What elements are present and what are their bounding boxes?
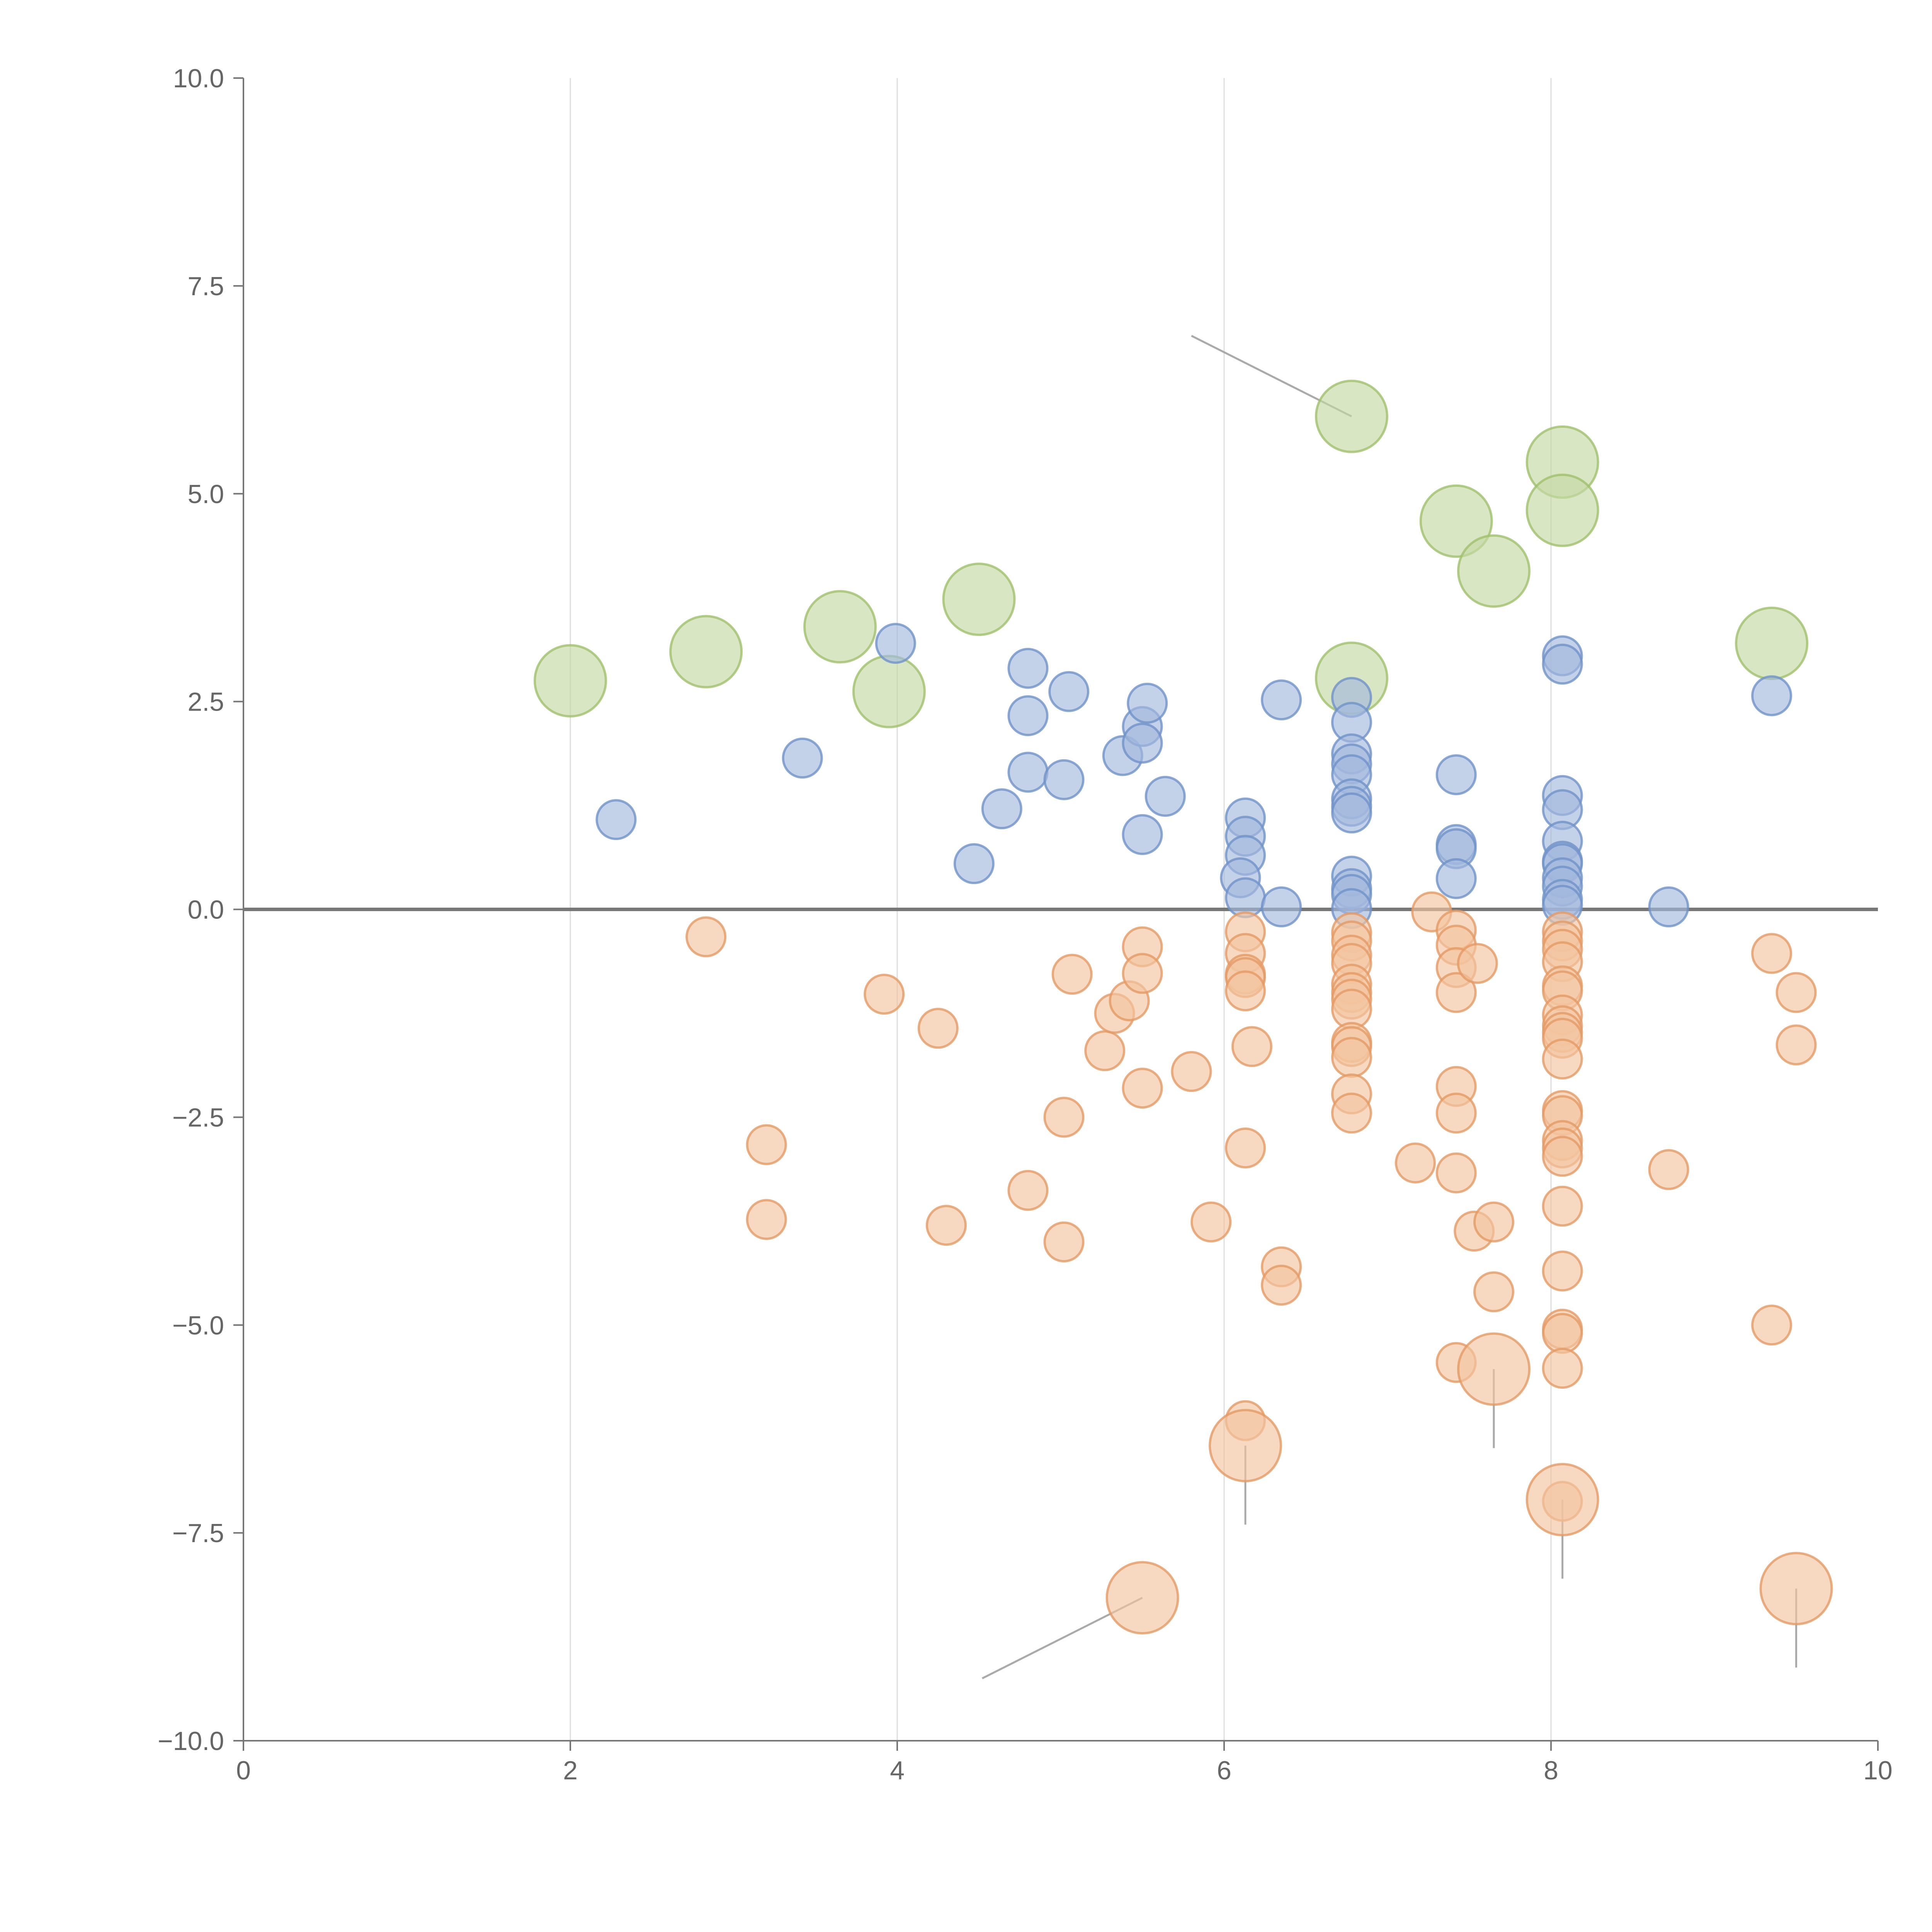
scatter-point [1007, 752, 1049, 793]
scatter-point [1122, 953, 1163, 994]
scatter-point [1171, 1051, 1212, 1092]
scatter-point [1122, 814, 1163, 855]
y-tick-label: −5.0 [172, 1311, 224, 1340]
scatter-point [1435, 972, 1477, 1013]
bubble-point [1735, 607, 1809, 680]
scatter-point [1435, 754, 1477, 795]
scatter-point [1435, 1092, 1477, 1134]
scatter-point [1542, 643, 1583, 685]
scatter-point [1261, 1264, 1302, 1306]
scatter-point [953, 843, 995, 884]
scatter-point [1122, 723, 1163, 764]
scatter-point [1751, 1304, 1793, 1346]
x-tick-label: 0 [236, 1756, 251, 1785]
scatter-point [1751, 675, 1793, 716]
scatter-point [1261, 679, 1302, 721]
y-tick-label: −2.5 [172, 1103, 224, 1132]
scatter-point [1048, 671, 1090, 712]
scatter-point [1542, 1348, 1583, 1389]
scatter-point [1542, 1313, 1583, 1354]
scatter-point [1225, 1127, 1266, 1168]
bubble-point [1526, 1463, 1599, 1537]
scatter-point [1776, 972, 1817, 1013]
scatter-point [782, 737, 823, 779]
bubble-point [1208, 1409, 1282, 1483]
y-tick-label: 0.0 [187, 895, 224, 925]
bubble-point [1457, 534, 1531, 608]
points-layer [534, 379, 1833, 1634]
scatter-point [1051, 954, 1093, 995]
scatter-point [1542, 1038, 1583, 1080]
bubble-point [1457, 1332, 1531, 1406]
scatter-point [875, 623, 916, 664]
x-tick-label: 8 [1544, 1756, 1558, 1785]
bubble-point [669, 615, 743, 689]
scatter-point [1435, 858, 1477, 899]
scatter-point [1225, 877, 1266, 918]
scatter-point [1435, 1152, 1477, 1194]
scatter-point [1473, 1201, 1514, 1243]
y-tick-label: 10.0 [173, 64, 224, 93]
scatter-point [981, 788, 1022, 830]
scatter-point [1231, 1026, 1272, 1067]
bubble-point [1419, 484, 1493, 558]
scatter-point [864, 973, 905, 1015]
y-tick-label: −7.5 [172, 1519, 224, 1548]
scatter-point [1648, 886, 1689, 928]
scatter-point [1007, 648, 1049, 689]
scatter-point [595, 799, 637, 840]
scatter-point [1007, 1170, 1049, 1211]
bubble-point [1105, 1561, 1179, 1634]
scatter-point [1457, 943, 1498, 984]
bubble-point [852, 655, 926, 728]
bubble-point [1315, 379, 1388, 453]
scatter-point [1084, 1030, 1126, 1071]
scatter-point [1648, 1149, 1689, 1190]
scatter-point [1225, 970, 1266, 1012]
x-tick-label: 2 [563, 1756, 578, 1785]
y-tick-label: 5.0 [187, 480, 224, 509]
y-tick-label: 7.5 [187, 272, 224, 301]
scatter-point [1542, 1185, 1583, 1227]
x-tick-label: 10 [1863, 1756, 1893, 1785]
bubble-point [942, 562, 1016, 636]
y-tick-label: −10.0 [158, 1726, 224, 1756]
axes-layer: 0 2 4 6 8 10 10.0 7.5 5.0 2.5 0.0 −2.5 −5.0 −7.5 −10.0 [158, 64, 1893, 1785]
scatter-point [746, 1199, 787, 1240]
scatter-point [1331, 792, 1372, 833]
bubble-point [534, 644, 607, 718]
scatter-point [1145, 776, 1186, 817]
scatter-point [746, 1124, 787, 1165]
scatter-point [1122, 1068, 1163, 1109]
scatter-point [1542, 1250, 1583, 1292]
scatter-point [1751, 933, 1793, 974]
y-tick-label: 2.5 [187, 687, 224, 717]
scatter-point [1190, 1201, 1232, 1243]
scatter-point [1261, 886, 1302, 928]
x-tick-label: 4 [890, 1756, 905, 1785]
bubble-point [1759, 1552, 1833, 1626]
scatter-point [685, 916, 727, 957]
scatter-point [1043, 759, 1085, 800]
scatter-point [1127, 682, 1168, 724]
scatter-point [1542, 1136, 1583, 1177]
x-tick-label: 6 [1217, 1756, 1231, 1785]
scatter-point [917, 1008, 959, 1049]
scatter-point [1043, 1097, 1085, 1138]
scatter-point [1007, 695, 1049, 736]
bubble-point [1526, 473, 1599, 547]
scatter-point [1473, 1271, 1514, 1313]
scatter-point [1776, 1024, 1817, 1066]
scatter-point [925, 1205, 967, 1246]
bubble-point [803, 590, 877, 663]
scatter-point [1331, 1092, 1372, 1134]
scatter-point [1331, 1037, 1372, 1078]
scatter-point [1395, 1142, 1436, 1184]
scatter-point [1043, 1221, 1085, 1263]
